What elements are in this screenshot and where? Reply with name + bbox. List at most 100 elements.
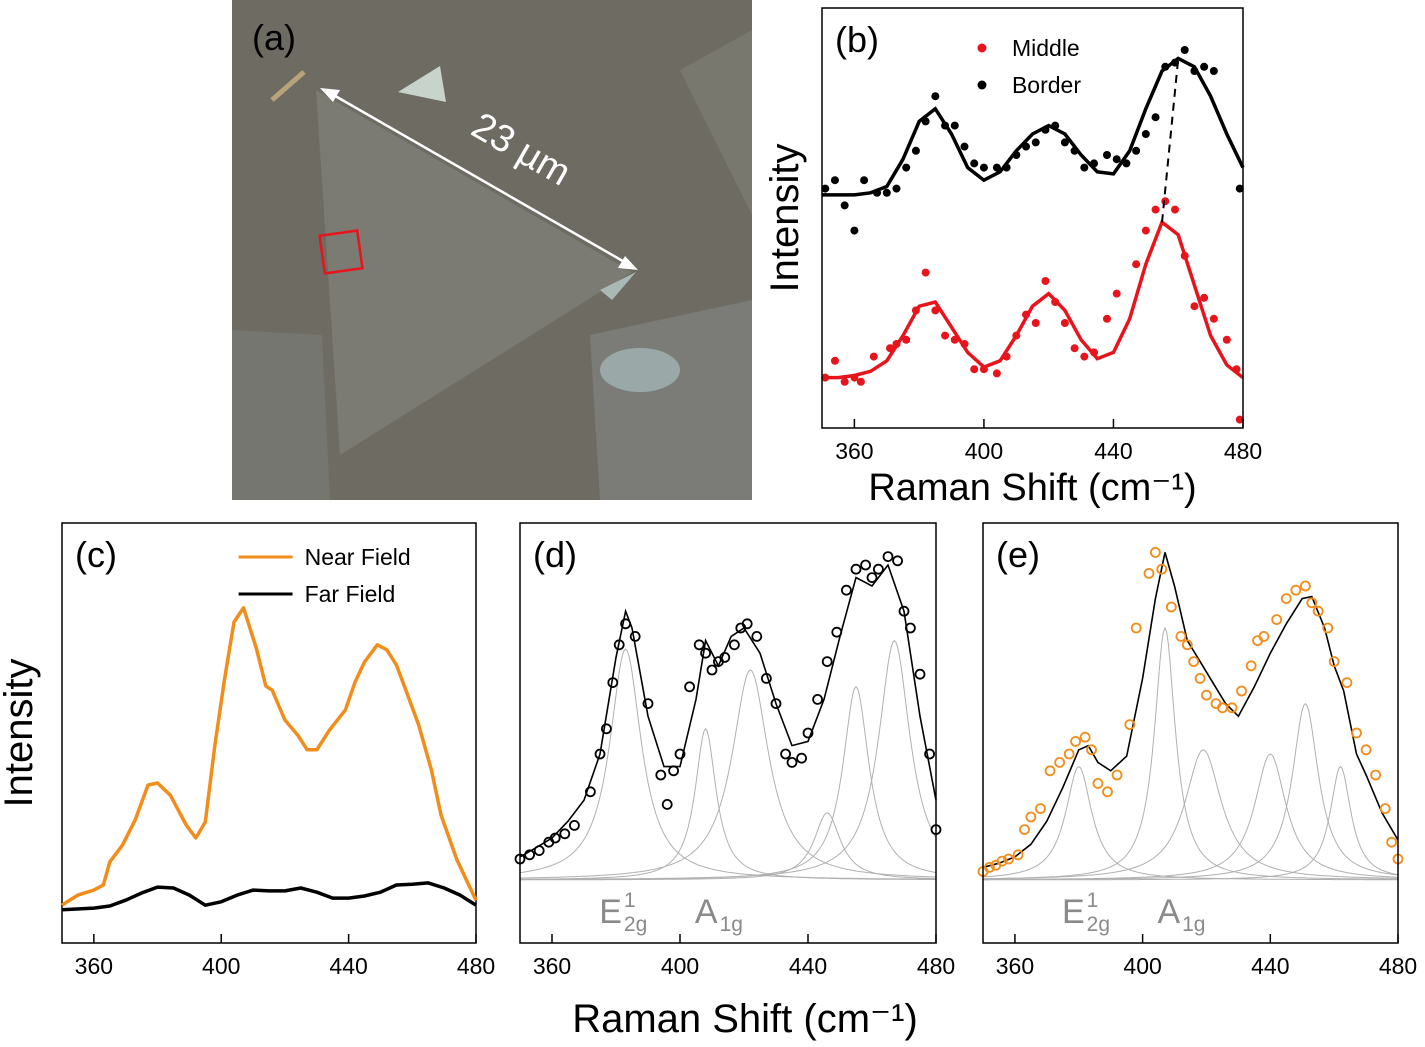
data-point: [931, 306, 940, 315]
legend-label: Middle: [1012, 35, 1080, 61]
data-point: [1161, 62, 1170, 71]
bright-flake: [600, 272, 636, 300]
data-point: [856, 377, 865, 386]
component-curve: [983, 702, 1399, 881]
data-point: [1143, 568, 1155, 579]
data-point: [1386, 836, 1398, 848]
data-point: [741, 618, 753, 630]
data-point: [1209, 67, 1218, 75]
flake-region: [680, 30, 752, 215]
data-point: [1112, 289, 1121, 298]
panel-label: (c): [75, 534, 117, 575]
data-point: [1209, 314, 1218, 323]
data-point: [594, 748, 606, 760]
peak-label-sub: 2g: [1087, 913, 1110, 936]
peak-label: E: [599, 893, 622, 931]
arrow-head: [618, 256, 638, 270]
data-point: [983, 862, 995, 873]
legend-label: Near Field: [305, 544, 411, 570]
data-point: [1070, 344, 1079, 353]
data-point: [1012, 151, 1021, 159]
data-point: [559, 828, 571, 840]
x-tick-label: 400: [202, 953, 240, 979]
component-curve: [520, 639, 937, 880]
data-point: [921, 268, 930, 277]
x-tick-label: 440: [789, 953, 827, 979]
data-point: [914, 668, 926, 680]
panel-label: (a): [252, 17, 296, 58]
series-line: [61, 606, 478, 907]
data-point: [1102, 314, 1111, 323]
peak-label-sub: 1g: [720, 913, 743, 936]
bright-flake: [600, 348, 680, 392]
y-axis-label: Intensity: [763, 144, 807, 293]
data-point: [661, 799, 673, 810]
data-point: [882, 188, 891, 197]
data-point: [1151, 113, 1160, 122]
data-point: [1245, 660, 1257, 672]
data-point: [992, 369, 1001, 378]
fit-line: [982, 552, 1399, 869]
data-point: [533, 845, 545, 856]
data-point: [905, 622, 916, 634]
x-tick-label: 480: [1224, 438, 1262, 464]
data-point: [1141, 226, 1150, 235]
data-point: [931, 92, 940, 101]
data-point: [1132, 146, 1141, 155]
peak-label-sub: 2g: [624, 913, 647, 936]
data-point: [1151, 205, 1160, 214]
data-point: [1132, 260, 1141, 269]
peak-label-sup: 1: [1087, 889, 1099, 912]
flake-region: [590, 300, 752, 500]
data-point: [1090, 348, 1099, 357]
legend-label: Far Field: [305, 581, 396, 607]
data-point: [780, 748, 791, 760]
plot-frame: [982, 522, 1399, 944]
data-point: [860, 176, 869, 185]
data-point: [830, 356, 839, 365]
data-point: [869, 352, 878, 361]
data-point: [1022, 142, 1031, 151]
data-point: [1290, 584, 1302, 596]
data-point: [950, 335, 959, 344]
data-point: [585, 786, 596, 798]
data-point: [860, 559, 871, 571]
data-point: [821, 373, 830, 382]
data-point: [840, 377, 849, 386]
data-point: [1051, 298, 1060, 306]
data-point: [549, 832, 561, 844]
data-point: [1122, 159, 1131, 168]
data-point: [1012, 331, 1021, 340]
data-point: [1070, 146, 1079, 155]
data-point: [941, 121, 950, 130]
panel-label: (b): [835, 19, 879, 60]
data-point: [1190, 67, 1199, 75]
data-point: [970, 365, 979, 374]
data-point: [693, 639, 705, 651]
legend-swatch: [977, 80, 987, 90]
data-point: [1022, 310, 1031, 319]
x-tick-label: 400: [965, 438, 1003, 464]
x-tick-label: 440: [329, 953, 367, 979]
data-point: [1180, 46, 1189, 54]
plot-frame: [519, 522, 937, 944]
x-tick-label: 440: [1094, 438, 1132, 464]
data-point: [1175, 631, 1187, 642]
peak-label: A: [1157, 893, 1180, 931]
data-point: [1156, 563, 1168, 575]
data-point: [812, 694, 823, 705]
data-point: [1360, 744, 1372, 756]
data-point: [796, 752, 807, 764]
data-point: [1111, 769, 1123, 781]
data-point: [601, 723, 612, 735]
x-tick-label: 400: [661, 953, 699, 979]
data-point: [873, 188, 882, 197]
data-point: [911, 146, 920, 155]
data-point: [1370, 769, 1382, 781]
component-curve: [519, 648, 936, 880]
data-point: [1102, 151, 1111, 159]
data-point: [1054, 757, 1066, 768]
data-point: [629, 631, 641, 642]
data-point: [1379, 803, 1391, 814]
